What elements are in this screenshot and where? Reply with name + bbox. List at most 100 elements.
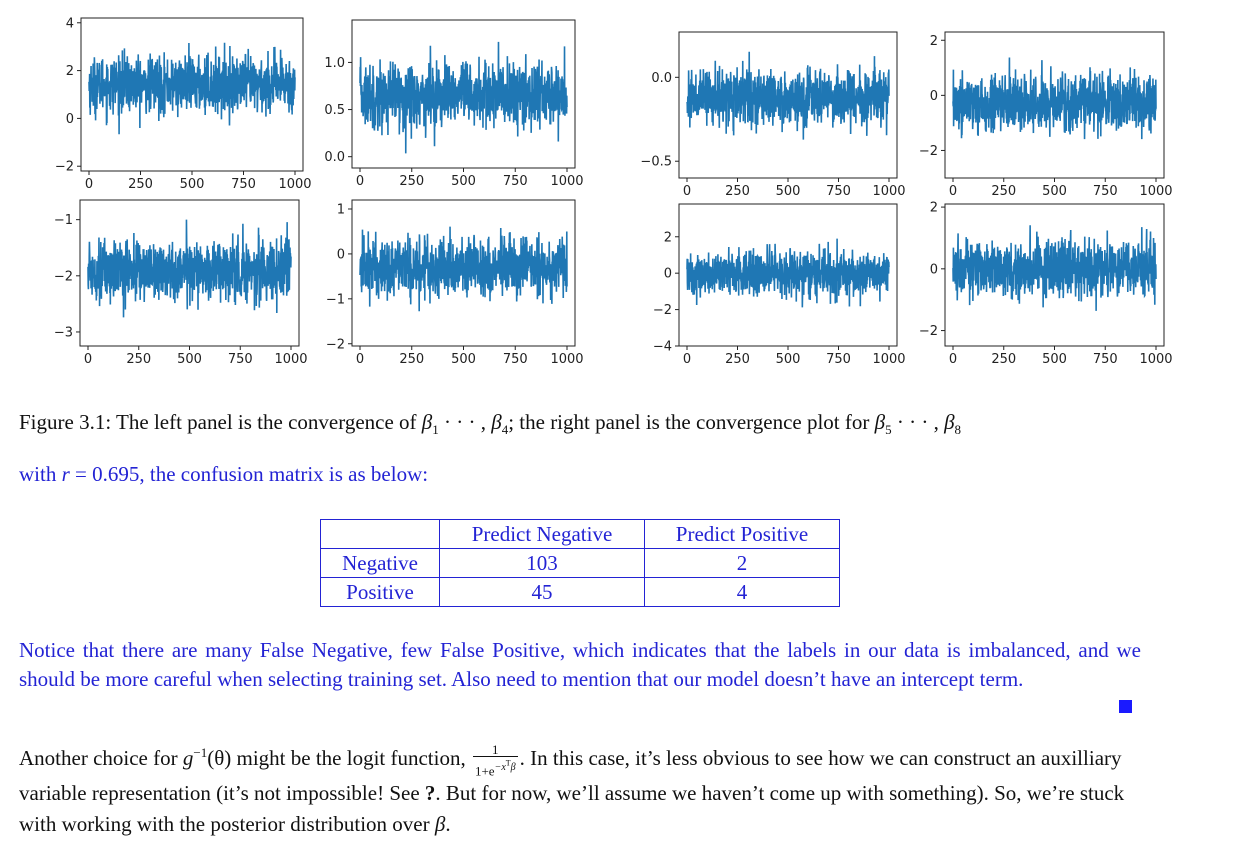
- x-tick-label: 0: [356, 352, 364, 367]
- subscript: 1: [432, 422, 439, 438]
- caption-text-2: ; the right panel is the convergence plo…: [508, 410, 870, 434]
- x-tick-label: 750: [826, 184, 851, 199]
- figure-caption: Figure 3.1: The left panel is the conver…: [19, 410, 961, 438]
- subscript: 4: [501, 422, 509, 438]
- x-tick-label: 0: [949, 184, 957, 199]
- trace-line: [359, 41, 568, 154]
- confusion-intro: with r = 0.695, the confusion matrix is …: [19, 462, 428, 487]
- y-tick-label: 2: [664, 230, 672, 245]
- exponent-x: −x: [494, 762, 506, 774]
- y-tick-label: 2: [930, 34, 938, 49]
- caption-text-1: The left panel is the convergence of: [116, 410, 417, 434]
- function-g: g: [182, 746, 194, 770]
- x-tick-label: 1000: [550, 174, 583, 189]
- y-tick-label: −4: [653, 340, 672, 355]
- x-tick-label: 500: [451, 174, 476, 189]
- variable-r: r: [61, 462, 70, 486]
- trace-line: [952, 57, 1157, 140]
- y-tick-label: −1: [326, 292, 345, 307]
- para-text-1: Another choice for: [19, 746, 178, 770]
- y-tick-label: 0: [930, 89, 938, 104]
- trace-line: [359, 226, 568, 312]
- fraction-numerator: 1: [472, 743, 518, 757]
- y-tick-label: 0: [664, 267, 672, 282]
- x-tick-label: 500: [451, 352, 476, 367]
- y-tick-label: 0: [337, 247, 345, 262]
- trace-panel: 0 250 500 750 1000 −2 0 2: [919, 201, 1173, 367]
- beta-symbol: β: [491, 410, 502, 434]
- transpose-t: T: [505, 758, 511, 768]
- intro-text-2: = 0.695, the confusion matrix is as belo…: [75, 462, 429, 486]
- x-tick-label: 1000: [1139, 352, 1172, 367]
- trace-panel: 0 250 500 750 1000 −4 −2 0 2: [653, 203, 906, 367]
- x-tick-label: 500: [1042, 352, 1067, 367]
- y-tick-label: −2: [919, 324, 938, 339]
- intro-text-1: with: [19, 462, 57, 486]
- subscript: 5: [885, 422, 892, 438]
- superscript-inverse: −1: [193, 745, 208, 760]
- x-tick-label: 500: [180, 177, 205, 192]
- trace-panel: 0 250 500 750 1000 −0.5 0.0: [640, 31, 906, 199]
- x-tick-label: 250: [399, 352, 424, 367]
- x-tick-label: 250: [991, 184, 1016, 199]
- x-tick-label: 500: [177, 352, 202, 367]
- confusion-matrix-table: Predict Negative Predict Positive Negati…: [320, 519, 840, 607]
- subscript: 8: [954, 422, 962, 438]
- trace-line: [686, 238, 890, 308]
- notice-paragraph: Notice that there are many False Negativ…: [19, 638, 1141, 691]
- ellipsis: · · · ,: [444, 410, 486, 434]
- x-tick-label: 750: [228, 352, 253, 367]
- table-header-row: Predict Negative Predict Positive: [320, 519, 840, 549]
- y-tick-label: −2: [54, 269, 73, 284]
- x-tick-label: 500: [776, 352, 801, 367]
- x-tick-label: 1000: [274, 352, 307, 367]
- trace-line: [952, 225, 1157, 311]
- x-tick-label: 750: [503, 174, 528, 189]
- x-tick-label: 750: [826, 352, 851, 367]
- table-row: Negative 103 2: [320, 548, 840, 578]
- x-tick-label: 500: [776, 184, 801, 199]
- table-cell: 2: [644, 548, 840, 578]
- trace-panel: 0 250 500 750 1000 −2 0 2 4: [55, 16, 312, 192]
- x-tick-label: 1000: [1139, 184, 1172, 199]
- y-tick-label: 1.0: [324, 56, 345, 71]
- x-tick-label: 500: [1042, 184, 1067, 199]
- y-tick-label: 4: [66, 16, 74, 31]
- x-tick-label: 750: [1093, 352, 1118, 367]
- row-label-positive: Positive: [320, 577, 440, 607]
- beta-symbol: β: [434, 812, 446, 837]
- x-tick-label: 0: [683, 352, 691, 367]
- logit-fraction: 1 1+e−xTβ: [472, 743, 518, 778]
- x-tick-label: 750: [231, 177, 256, 192]
- fraction-denominator: 1+e−xTβ: [473, 757, 518, 778]
- y-tick-label: 0.0: [324, 150, 345, 165]
- x-tick-label: 250: [126, 352, 151, 367]
- theta-arg: (θ): [207, 746, 232, 770]
- y-tick-label: 0: [66, 112, 74, 127]
- trace-panel: 0 250 500 750 1000 −3 −2 −1: [54, 199, 308, 367]
- y-tick-label: −2: [55, 160, 74, 175]
- trace-line: [686, 51, 890, 140]
- x-tick-label: 0: [683, 184, 691, 199]
- y-tick-label: −2: [919, 144, 938, 159]
- y-tick-label: −3: [54, 325, 73, 340]
- qed-square-icon: [1119, 700, 1132, 713]
- trace-panel: 0 250 500 750 1000 0.0 0.5 1.0: [324, 19, 584, 189]
- trace-line: [88, 42, 296, 135]
- x-tick-label: 250: [725, 184, 750, 199]
- missing-reference: ?: [424, 780, 436, 805]
- beta-symbol: β: [874, 410, 886, 434]
- beta-symbol: β: [944, 410, 955, 434]
- logit-paragraph: Another choice for g−1(θ) might be the l…: [19, 737, 1143, 841]
- y-tick-label: 1: [337, 202, 345, 217]
- x-tick-label: 1000: [278, 177, 311, 192]
- exponent-beta: β: [510, 762, 516, 774]
- x-tick-label: 0: [85, 177, 93, 192]
- trace-panel: 0 250 500 750 1000 −2 −1 0 1: [326, 199, 584, 367]
- x-tick-label: 750: [503, 352, 528, 367]
- x-tick-label: 250: [725, 352, 750, 367]
- trace-panel: 0 250 500 750 1000 −2 0 2: [919, 31, 1173, 199]
- x-tick-label: 1000: [872, 184, 905, 199]
- x-tick-label: 250: [399, 174, 424, 189]
